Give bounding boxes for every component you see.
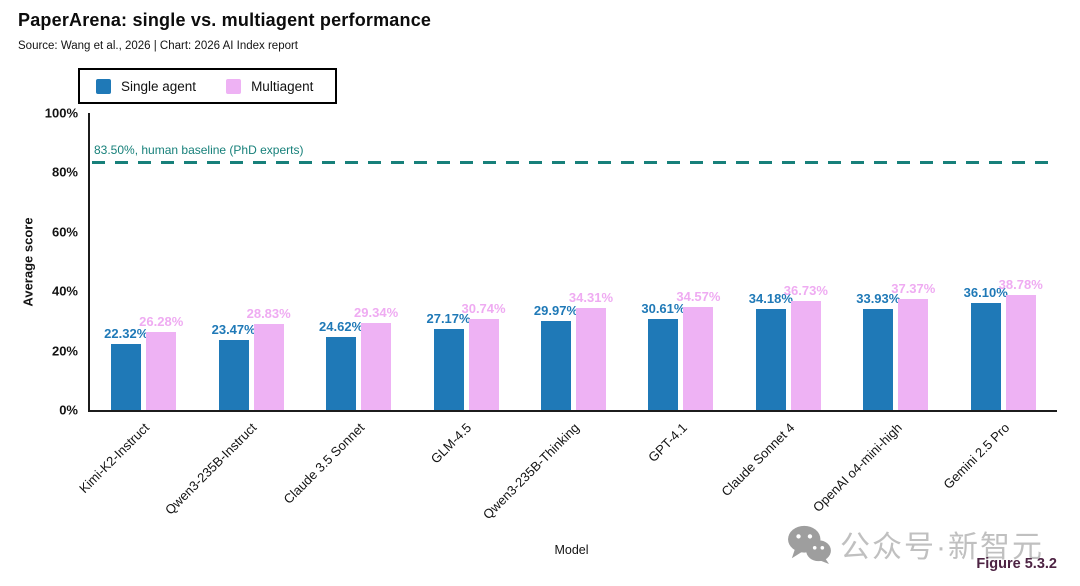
bar-groups: 22.32% 26.28% 23.47% 28.83% 24.62% 29.34% 27.1… — [90, 113, 1057, 410]
bar-single-agent: 23.47% — [212, 322, 256, 410]
bar-multiagent: 36.73% — [784, 283, 828, 410]
figure-number-label: Figure 5.3.2 — [976, 556, 1057, 572]
bar-value-label: 34.18% — [748, 290, 793, 306]
bar-group: 29.97% 34.31% — [520, 113, 627, 410]
legend-label: Single agent — [121, 78, 197, 94]
bar-group: 22.32% 26.28% — [90, 113, 197, 410]
x-tick-label: Claude Sonnet 4 — [717, 420, 797, 500]
bar-multiagent: 29.34% — [354, 305, 398, 410]
bar-value-label: 34.31% — [568, 290, 614, 306]
x-tick-label: GPT-4.1 — [644, 420, 690, 465]
bar-value-label: 33.93% — [856, 291, 901, 307]
y-tick-label: 100% — [44, 105, 78, 121]
y-tick-label: 40% — [51, 283, 78, 299]
bar-single-agent: 29.97% — [534, 303, 578, 410]
bar-single-agent: 33.93% — [856, 291, 900, 410]
bar-group: 30.61% 34.57% — [627, 113, 734, 410]
bar-multiagent: 30.74% — [461, 301, 506, 410]
x-tick-label: Gemini 2.5 Pro — [939, 420, 1012, 492]
bar-group: 27.17% 30.74% — [412, 113, 519, 410]
human-baseline-line: 83.50%, human baseline (PhD experts) — [92, 143, 1057, 164]
legend-label: Multiagent — [251, 78, 314, 94]
bar-value-label: 30.74% — [461, 300, 506, 316]
multiagent-swatch-icon — [226, 78, 242, 94]
bar-group: 34.18% 36.73% — [735, 113, 842, 410]
bar-multiagent: 38.78% — [999, 277, 1043, 410]
bar-multiagent: 37.37% — [891, 281, 935, 410]
bar-value-label: 24.62% — [319, 318, 364, 334]
y-tick-label: 20% — [51, 343, 78, 359]
bar-group: 23.47% 28.83% — [197, 113, 304, 410]
bar-multiagent: 34.57% — [676, 289, 720, 410]
bar-single-agent: 30.61% — [641, 301, 685, 410]
legend-item-single-agent: Single agent — [96, 78, 197, 94]
bar-multiagent: 34.31% — [569, 290, 613, 410]
single-agent-swatch-icon — [96, 78, 111, 94]
legend: Single agent Multiagent — [78, 68, 338, 104]
x-tick-label: Claude 3.5 Sonnet — [280, 420, 368, 507]
y-tick-label: 0% — [59, 402, 78, 418]
bar-single-agent: 34.18% — [749, 291, 793, 410]
bar-multiagent: 26.28% — [139, 314, 183, 410]
bar-value-label: 29.97% — [533, 303, 579, 318]
bar-value-label: 37.37% — [891, 281, 936, 296]
y-tick-label: 80% — [51, 164, 78, 180]
x-axis-title: Model — [554, 543, 589, 557]
x-tick-label: Qwen3-235B-Instruct — [162, 420, 260, 518]
bar-value-label: 36.73% — [783, 282, 828, 298]
bar-single-agent: 27.17% — [426, 311, 471, 410]
bar-value-label: 28.83% — [246, 306, 291, 322]
bar-value-label: 34.57% — [676, 289, 721, 305]
bar-group: 33.93% 37.37% — [842, 113, 949, 410]
x-tick-label: GLM-4.5 — [428, 420, 475, 467]
y-tick-label: 60% — [51, 224, 78, 240]
legend-item-multiagent: Multiagent — [226, 78, 314, 94]
bar-single-agent: 24.62% — [319, 319, 363, 410]
bar-group: 36.10% 38.78% — [950, 113, 1057, 410]
wechat-icon — [788, 525, 831, 564]
bar-value-label: 26.28% — [139, 313, 184, 329]
bar-single-agent: 36.10% — [964, 285, 1008, 410]
y-axis-ticks: 0% 20% 40% 60% 80% 100% — [0, 106, 82, 418]
x-tick-label: Kimi-K2-Instruct — [76, 420, 153, 496]
bar-value-label: 27.17% — [426, 311, 471, 327]
x-tick-label: Qwen3-235B-Thinking — [480, 420, 583, 523]
bar-value-label: 23.47% — [211, 322, 256, 338]
bar-value-label: 30.61% — [641, 301, 686, 317]
watermark-text: 公众号·新智元 — [840, 531, 1044, 564]
bar-value-label: 38.78% — [998, 276, 1043, 292]
watermark: 公众号·新智元 — [786, 522, 1044, 566]
bar-value-label: 29.34% — [354, 304, 399, 320]
x-tick-label: OpenAI o4-mini-high — [809, 420, 905, 515]
chart-title: PaperArena: single vs. multiagent perfor… — [18, 10, 432, 30]
bar-multiagent: 28.83% — [247, 306, 291, 410]
bar-single-agent: 22.32% — [104, 326, 148, 410]
human-baseline-label: 83.50%, human baseline (PhD experts) — [94, 142, 304, 157]
plot-area: 83.50%, human baseline (PhD experts) 22.… — [88, 113, 1057, 412]
bar-value-label: 36.10% — [963, 284, 1008, 300]
bar-value-label: 22.32% — [104, 325, 149, 341]
bar-group: 24.62% 29.34% — [305, 113, 412, 410]
chart-source: Source: Wang et al., 2026 | Chart: 2026 … — [18, 40, 299, 52]
